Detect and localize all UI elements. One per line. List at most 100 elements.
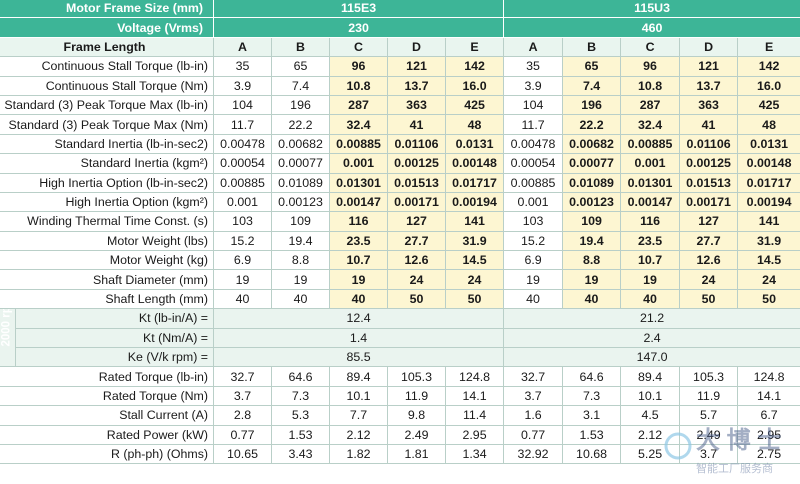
- table-cell: 22.2: [271, 114, 331, 135]
- table-row: Rated Torque (Nm) 3.7 7.3 10.1 11.9 14.1 3.7 7.…: [0, 385, 800, 407]
- table-cell: 89.4: [620, 366, 681, 387]
- table-cell: 9.8: [387, 405, 447, 426]
- table-cell: 5.7: [679, 405, 739, 426]
- table-cell: 0.00682: [271, 133, 331, 155]
- frame-length-col: A: [213, 36, 273, 58]
- table-cell: 41: [679, 114, 739, 135]
- table-cell: 10.1: [329, 385, 389, 407]
- table-cell: 48: [445, 114, 505, 135]
- table-row: Rated Power (kW) 0.77 1.53 2.12 2.49 2.95 0.77…: [0, 424, 800, 445]
- table-cell: 10.65: [213, 443, 273, 465]
- table-cell: 0.00123: [562, 191, 622, 213]
- table-row: Standard (3) Peak Torque Max (lb-in) 104 1…: [0, 94, 800, 116]
- table-cell: 35: [213, 56, 273, 77]
- table-cell: 10.8: [620, 75, 681, 96]
- table-cell: 196: [271, 94, 331, 116]
- table-cell: 10.8: [329, 75, 389, 96]
- voltage-row: Voltage (Vrms) 230 460: [0, 17, 800, 38]
- table-cell: 8.8: [562, 250, 622, 271]
- row-label: Rated Torque (Nm): [0, 385, 215, 407]
- table-cell: 0.00478: [503, 133, 564, 155]
- row-label: Rated Power (kW): [0, 424, 215, 445]
- table-cell: 40: [271, 288, 331, 310]
- table-cell: 96: [329, 56, 389, 77]
- table-row: Shaft Length (mm) 40 40 40 50 50 40 40 40 50 50: [0, 288, 800, 310]
- table-cell: 0.01106: [679, 133, 739, 155]
- row-label: Shaft Length (mm): [0, 288, 215, 310]
- table-cell: 0.001: [213, 191, 273, 213]
- table-cell: 65: [562, 56, 622, 77]
- frame-size-row: Motor Frame Size (mm) 115E3 115U3: [0, 0, 800, 19]
- table-cell: 6.9: [503, 250, 564, 271]
- table-cell: 32.7: [213, 366, 273, 387]
- table-cell: 1.53: [562, 424, 622, 445]
- table-cell: 109: [271, 211, 331, 232]
- table-cell: 2.49: [679, 424, 739, 445]
- rpm-tag: 2000 rpm: [0, 308, 16, 368]
- row-label: Continuous Stall Torque (lb-in): [0, 56, 215, 77]
- table-cell: 127: [679, 211, 739, 232]
- table-row: Stall Current (A) 2.8 5.3 7.7 9.8 11.4 1.6 3.1 4…: [0, 405, 800, 426]
- table-cell: 0.00885: [329, 133, 389, 155]
- table-cell: 2.8: [213, 405, 273, 426]
- row-label: Winding Thermal Time Const. (s): [0, 211, 215, 232]
- table-cell: 8.8: [271, 250, 331, 271]
- table-cell: 19.4: [562, 230, 622, 252]
- table-row: Shaft Diameter (mm) 19 19 19 24 24 19 19 19 24 24: [0, 269, 800, 290]
- table-cell: 40: [503, 288, 564, 310]
- table-cell: 32.7: [503, 366, 564, 387]
- rpm-row-label: Ke (V/k rpm) =: [14, 347, 215, 368]
- table-cell: 127: [387, 211, 447, 232]
- table-cell: 19.4: [271, 230, 331, 252]
- table-cell: 11.4: [445, 405, 505, 426]
- table-row: Continuous Stall Torque (Nm) 3.9 7.4 10.8 13…: [0, 75, 800, 96]
- table-cell: 0.001: [620, 153, 681, 174]
- table-cell: 24: [387, 269, 447, 290]
- table-cell: 0.00885: [620, 133, 681, 155]
- rpm-row-label: Kt (lb-in/A) =: [14, 308, 215, 329]
- table-cell: 1.82: [329, 443, 389, 465]
- table-cell: 19: [503, 269, 564, 290]
- row-label: Standard Inertia (lb-in-sec2): [0, 133, 215, 155]
- table-cell: 0.01717: [737, 172, 800, 193]
- row-label: Rated Torque (lb-in): [0, 366, 215, 387]
- table-row: Rated Torque (lb-in) 32.7 64.6 89.4 105.3 124…: [0, 366, 800, 387]
- table-cell: 40: [213, 288, 273, 310]
- table-cell: 96: [620, 56, 681, 77]
- table-cell: 287: [329, 94, 389, 116]
- table-cell: 3.7: [213, 385, 273, 407]
- table-cell: 27.7: [387, 230, 447, 252]
- table-cell: 19: [562, 269, 622, 290]
- rpm-value: 21.2: [503, 308, 800, 329]
- table-cell: 14.5: [445, 250, 505, 271]
- table-cell: 7.3: [271, 385, 331, 407]
- rpm-row-label: Kt (Nm/A) =: [14, 327, 215, 349]
- row-label: Motor Weight (kg): [0, 250, 215, 271]
- frame-size-label: Motor Frame Size (mm): [0, 0, 215, 19]
- table-cell: 2.75: [737, 443, 800, 465]
- table-cell: 104: [503, 94, 564, 116]
- table-cell: 22.2: [562, 114, 622, 135]
- table-cell: 0.00171: [679, 191, 739, 213]
- table-cell: 6.7: [737, 405, 800, 426]
- table-cell: 10.1: [620, 385, 681, 407]
- table-cell: 65: [271, 56, 331, 77]
- table-cell: 142: [445, 56, 505, 77]
- table-cell: 105.3: [679, 366, 739, 387]
- table-cell: 0.01089: [562, 172, 622, 193]
- table-cell: 13.7: [387, 75, 447, 96]
- table-cell: 196: [562, 94, 622, 116]
- table-cell: 0.00125: [679, 153, 739, 174]
- frame-length-col: C: [620, 36, 681, 58]
- table-row: High Inertia Option (kgm²) 0.001 0.00123 0.…: [0, 191, 800, 213]
- rpm-value: 1.4: [213, 327, 505, 349]
- table-cell: 11.9: [679, 385, 739, 407]
- table-cell: 5.3: [271, 405, 331, 426]
- frame-length-col: E: [737, 36, 800, 58]
- table-cell: 0.00147: [329, 191, 389, 213]
- table-row: R (ph-ph) (Ohms) 10.65 3.43 1.82 1.81 1.34 32.…: [0, 443, 800, 465]
- table-row: Continuous Stall Torque (lb-in) 35 65 96 121…: [0, 56, 800, 77]
- table-cell: 0.00077: [562, 153, 622, 174]
- table-cell: 0.00682: [562, 133, 622, 155]
